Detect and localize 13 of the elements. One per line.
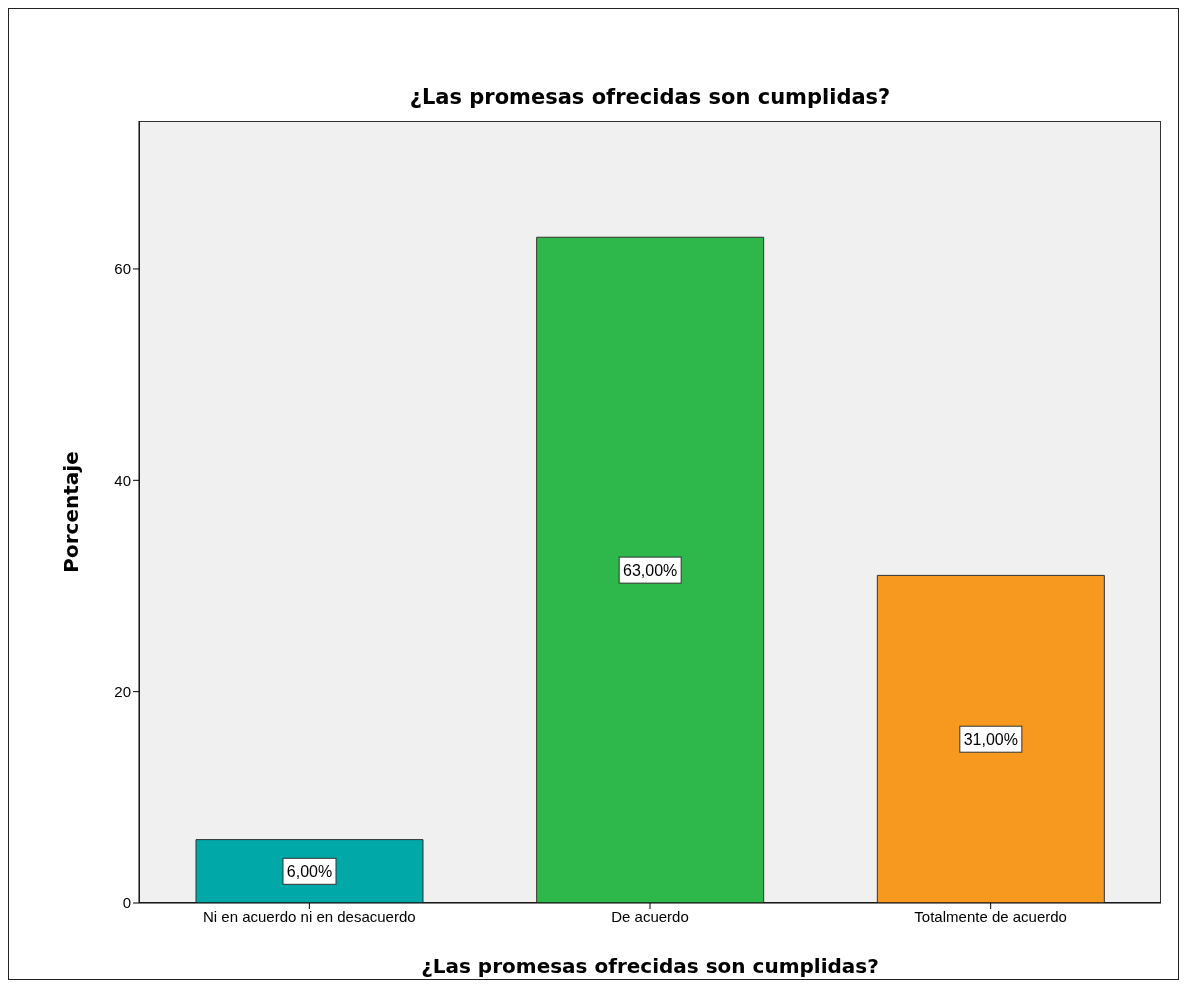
chart-title: ¿Las promesas ofrecidas son cumplidas?: [408, 85, 892, 109]
data-label: 6,00%: [286, 863, 333, 881]
y-tick-label: 60: [114, 260, 131, 278]
y-tick-label: 20: [114, 682, 131, 700]
x-axis-title: ¿Las promesas ofrecidas son cumplidas?: [421, 954, 879, 978]
data-label: 63,00%: [623, 562, 678, 580]
x-tick-label: Ni en acuerdo ni en desacuerdo: [203, 907, 416, 925]
data-label: 31,00%: [963, 731, 1018, 749]
x-tick-label: De acuerdo: [611, 907, 689, 925]
y-tick-label: 0: [122, 894, 131, 912]
x-tick-label: Totalmente de acuerdo: [914, 907, 1067, 925]
y-axis-title: Porcentaje: [59, 451, 84, 573]
y-tick-label: 40: [114, 471, 131, 489]
